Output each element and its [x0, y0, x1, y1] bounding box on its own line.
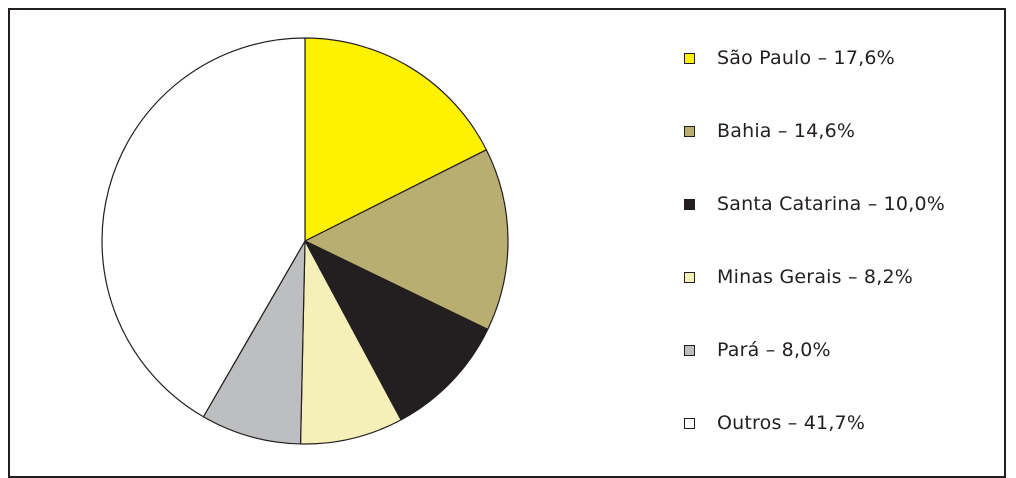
chart-legend: São Paulo – 17,6% Bahia – 14,6% Santa Ca…	[684, 38, 945, 476]
pie-slice-para	[202, 240, 306, 445]
pie-slice-bahia	[304, 149, 509, 330]
legend-label-santa-catarina: Santa Catarina – 10,0%	[717, 193, 945, 215]
legend-swatch-bahia	[684, 125, 695, 137]
legend-item-minas-gerais: Minas Gerais – 8,2%	[684, 257, 945, 297]
legend-item-sao-paulo: São Paulo – 17,6%	[684, 38, 945, 78]
legend-swatch-sao-paulo	[684, 52, 695, 64]
pie-slices	[101, 37, 509, 445]
legend-item-bahia: Bahia – 14,6%	[684, 111, 945, 151]
legend-swatch-santa-catarina	[684, 198, 695, 210]
legend-label-outros: Outros – 41,7%	[717, 412, 866, 434]
pie-slice-santa-catarina	[304, 240, 489, 421]
legend-item-para: Pará – 8,0%	[684, 330, 945, 370]
pie-slice-minas-gerais	[299, 240, 402, 445]
pie-chart	[101, 37, 509, 445]
legend-label-minas-gerais: Minas Gerais – 8,2%	[717, 266, 913, 288]
pie-slice-sao-paulo	[304, 37, 487, 242]
legend-label-bahia: Bahia – 14,6%	[717, 120, 856, 142]
legend-swatch-para	[684, 344, 695, 356]
legend-item-outros: Outros – 41,7%	[684, 403, 945, 443]
legend-label-para: Pará – 8,0%	[717, 339, 831, 361]
legend-item-santa-catarina: Santa Catarina – 10,0%	[684, 184, 945, 224]
pie-slice-outros	[101, 37, 306, 418]
legend-swatch-outros	[684, 417, 695, 429]
legend-swatch-minas-gerais	[684, 271, 695, 283]
legend-label-sao-paulo: São Paulo – 17,6%	[717, 47, 895, 69]
